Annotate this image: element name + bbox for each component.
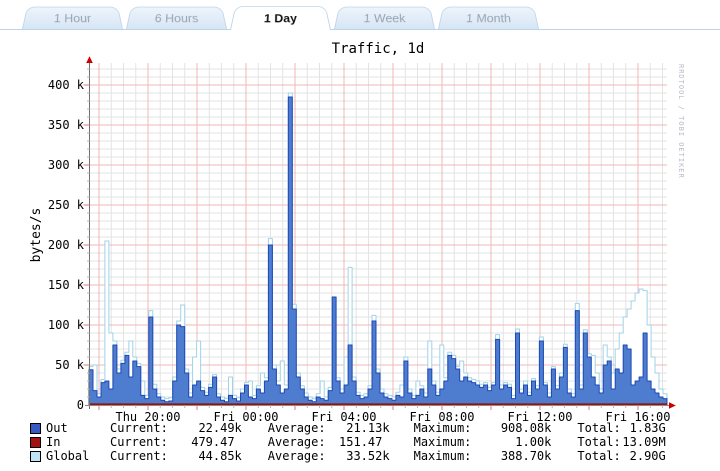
x-tick-label: Thu 20:00 [115, 410, 181, 424]
tab-6-hours[interactable]: 6 Hours [126, 6, 227, 29]
y-tick-label: 250 k [47, 198, 84, 212]
time-range-tabbar: 1 Hour 6 Hours 1 Day 1 Week 1 Month [0, 0, 720, 30]
x-tick-label: Fri 08:00 [409, 410, 475, 424]
tab-label: 1 Month [465, 11, 512, 25]
total-value: 13.09M [622, 435, 666, 449]
series-name: In [46, 435, 61, 449]
average-label: Average: [267, 435, 326, 449]
maximum-label: Maximum: [413, 449, 472, 463]
total-label: Total: [577, 449, 621, 463]
total-value: 2.90G [629, 449, 666, 463]
current-label: Current: [110, 421, 168, 435]
tab-1-day[interactable]: 1 Day [230, 5, 331, 30]
average-label: Average: [267, 421, 326, 435]
total-label: Total: [577, 435, 621, 449]
current-value: 44.85k [198, 449, 242, 463]
y-tick-label: 350 k [47, 118, 84, 132]
maximum-value: 908.08k [500, 421, 552, 435]
legend-row-out: Out Current: 22.49k Average: 21.13k Maximum: 9… [0, 421, 720, 435]
tab-label: 1 Day [263, 11, 298, 25]
tab-1-hour[interactable]: 1 Hour [22, 6, 123, 29]
series-name: Out [46, 421, 68, 435]
total-value: 1.83G [629, 421, 666, 435]
y-tick-label: 300 k [47, 158, 84, 172]
y-tick-label: 400 k [47, 78, 84, 92]
y-tick-label: 50 k [55, 358, 84, 372]
maximum-value: 388.70k [500, 449, 552, 463]
legend-row-in: In Current: 479.47 Average: 151.47 Maximum:… [0, 435, 720, 449]
x-tick-label: Fri 12:00 [507, 410, 573, 424]
total-label: Total: [577, 421, 621, 435]
tab-1-month[interactable]: 1 Month [438, 6, 539, 29]
x-tick-label: Fri 04:00 [311, 410, 377, 424]
global-swatch [30, 450, 41, 462]
tab-label: 1 Hour [53, 11, 92, 25]
y-tick-label: 0 [76, 398, 84, 412]
x-tick-label: Fri 00:00 [213, 410, 279, 424]
maximum-label: Maximum: [413, 435, 472, 449]
tab-label: 1 Week [362, 11, 407, 25]
chart-title: Traffic, 1d [331, 41, 425, 57]
current-label: Current: [110, 435, 168, 449]
y-tick-label: 200 k [47, 238, 84, 252]
out-swatch [30, 422, 41, 434]
y-tick-label: 150 k [47, 278, 84, 292]
series-name: Global [46, 449, 90, 463]
tab-label: 6 Hours [154, 11, 199, 25]
maximum-label: Maximum: [413, 421, 472, 435]
tab-1-week[interactable]: 1 Week [334, 6, 435, 29]
current-value: 22.49k [198, 421, 242, 435]
y-tick-label: 100 k [47, 318, 84, 332]
average-value: 151.47 [339, 435, 390, 449]
chart-legend: Out Current: 22.49k Average: 21.13k Maximum: 9… [0, 421, 720, 463]
in-swatch [30, 436, 41, 448]
average-value: 33.52k [346, 449, 390, 463]
legend-row-global: Global Current: 44.85k Average: 33.52k Maximu… [0, 449, 720, 463]
maximum-value: 1.00k [515, 435, 552, 449]
current-value: 479.47 [191, 435, 242, 449]
current-label: Current: [110, 449, 168, 463]
average-value: 21.13k [346, 421, 390, 435]
x-tick-label: Fri 16:00 [605, 410, 671, 424]
average-label: Average: [267, 449, 326, 463]
